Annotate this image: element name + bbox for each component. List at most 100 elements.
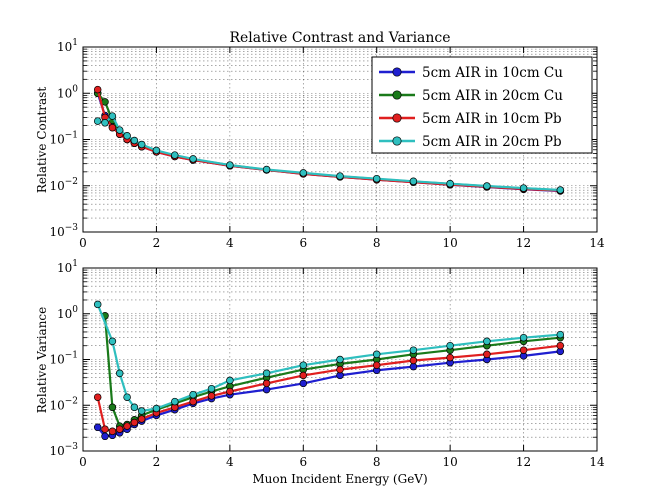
data-point (372, 350, 381, 359)
data-point (123, 132, 131, 140)
data-point (93, 117, 102, 125)
variance-y-axis-label: Relative Variance (35, 307, 49, 413)
legend-item: 5cm AIR in 20cm Pb (379, 134, 562, 150)
x-tick-label: 10 (443, 455, 458, 469)
x-tick-label: 2 (153, 455, 161, 469)
legend-item: 5cm AIR in 10cm Cu (379, 65, 563, 81)
data-point (130, 136, 139, 145)
x-tick-label: 6 (299, 455, 307, 469)
contrast-y-ticks: 101 100 10−1 10−2 10−3 (49, 38, 597, 239)
data-point (556, 330, 565, 339)
data-point (446, 353, 454, 362)
x-tick-label: 14 (589, 455, 605, 469)
y-tick-label: 101 (57, 38, 78, 54)
data-point (226, 387, 234, 396)
chart-title: Relative Contrast and Variance (229, 30, 450, 46)
contrast-series (93, 85, 565, 195)
data-point (519, 346, 528, 354)
data-point (130, 418, 139, 427)
data-point (483, 350, 491, 359)
data-point (446, 179, 454, 188)
data-point (123, 393, 131, 401)
data-point (189, 155, 197, 163)
contrast-panel: 0 2 4 6 8 10 12 14 101 100 10−1 10−2 10−3 Relative … (35, 30, 605, 250)
legend-marker (392, 136, 402, 146)
data-point (226, 376, 234, 385)
data-point (115, 126, 124, 134)
x-tick-label: 6 (299, 236, 307, 250)
data-point (93, 300, 102, 309)
data-point (108, 112, 117, 120)
data-point (299, 371, 308, 380)
data-point (189, 390, 197, 399)
legend-item: 5cm AIR in 20cm Cu (379, 88, 563, 104)
contrast-x-ticks: 0 2 4 6 8 10 12 14 (79, 47, 605, 250)
y-tick-label: 10−1 (49, 351, 78, 367)
data-point (101, 119, 109, 127)
data-point (262, 165, 271, 174)
data-point (483, 337, 491, 346)
x-tick-label: 4 (226, 236, 234, 250)
data-point (262, 385, 271, 394)
data-point (152, 146, 161, 155)
y-tick-label: 10−2 (49, 396, 78, 412)
data-point (115, 369, 124, 378)
x-tick-label: 10 (443, 236, 458, 250)
data-point (108, 403, 117, 412)
contrast-y-axis-label: Relative Contrast (35, 87, 49, 193)
y-tick-label: 10−2 (49, 177, 78, 193)
data-point (299, 361, 308, 369)
y-tick-label: 101 (57, 259, 78, 275)
data-point (189, 397, 197, 406)
data-point (372, 361, 381, 369)
legend-marker (392, 90, 402, 100)
x-tick-label: 8 (373, 455, 381, 469)
data-point (137, 140, 146, 149)
legend-label: 5cm AIR in 20cm Pb (422, 134, 562, 150)
data-point (409, 346, 418, 354)
data-point (101, 432, 109, 441)
x-tick-label: 14 (589, 236, 605, 250)
data-point (446, 341, 454, 350)
data-point (137, 415, 146, 423)
legend-label: 5cm AIR in 10cm Cu (422, 65, 563, 81)
variance-series (93, 300, 565, 441)
legend-marker (392, 113, 402, 123)
legend-label: 5cm AIR in 20cm Cu (422, 88, 563, 104)
data-point (262, 369, 271, 378)
data-point (336, 355, 344, 364)
data-point (372, 174, 381, 183)
data-point (137, 407, 146, 415)
legend: 5cm AIR in 10cm Cu 5cm AIR in 20cm Cu 5c… (371, 56, 593, 154)
data-point (519, 333, 528, 342)
variance-y-ticks: 101 100 10−1 10−2 10−3 (49, 259, 597, 458)
legend-item: 5cm AIR in 10cm Pb (379, 111, 562, 127)
x-tick-label: 0 (79, 236, 87, 250)
data-point (115, 425, 124, 433)
data-point (207, 384, 216, 393)
data-point (171, 151, 179, 159)
data-point (130, 403, 139, 412)
data-point (93, 393, 102, 401)
y-tick-label: 100 (57, 84, 78, 100)
legend-label: 5cm AIR in 10cm Pb (422, 111, 562, 127)
y-tick-label: 10−3 (49, 442, 78, 458)
data-point (108, 427, 117, 436)
data-point (519, 184, 528, 192)
data-point (409, 177, 418, 186)
data-point (207, 392, 216, 400)
data-point (93, 85, 102, 94)
y-tick-label: 10−3 (49, 223, 78, 239)
data-point (336, 172, 344, 180)
data-point (171, 397, 179, 406)
data-point (123, 422, 131, 430)
data-point (299, 379, 308, 388)
x-tick-label: 8 (373, 236, 381, 250)
data-point (483, 182, 491, 190)
data-point (556, 186, 565, 194)
data-point (556, 341, 565, 350)
data-point (108, 337, 117, 346)
x-tick-label: 12 (516, 236, 531, 250)
variance-x-ticks: 0 2 4 6 8 10 12 14 (79, 268, 605, 469)
